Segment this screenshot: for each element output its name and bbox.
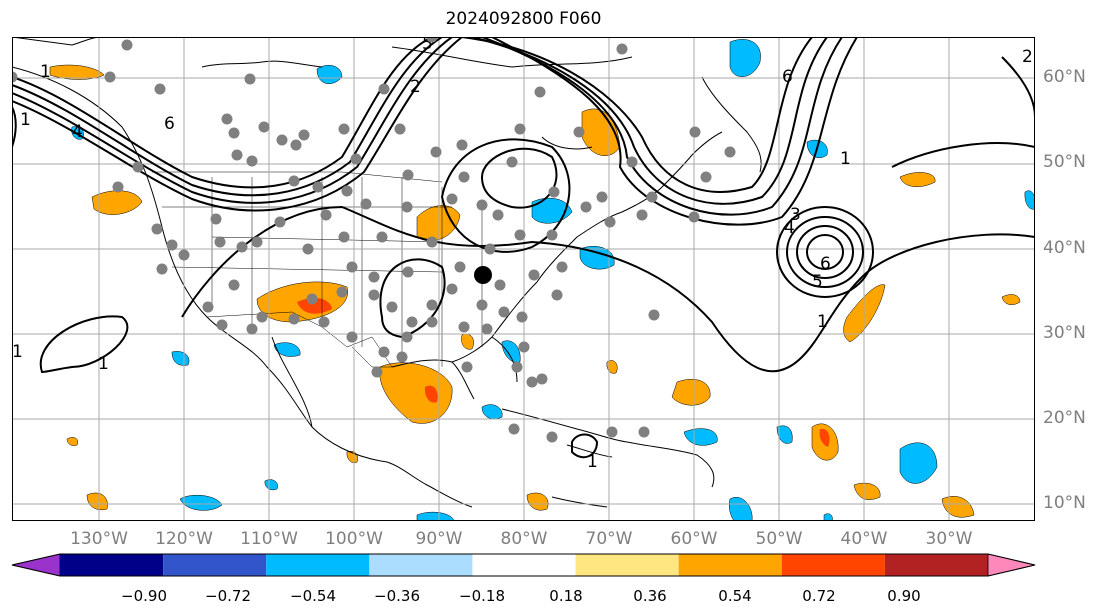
lon-label: 100°W [325, 529, 383, 549]
colorbar-segments [11, 553, 1036, 577]
lon-label: 50°W [755, 529, 803, 549]
lon-label: 90°W [415, 529, 463, 549]
weather-map: 6 2 1 1 4 1 3 4 5 6 1 2 1 5 1 6 1 [12, 37, 1035, 521]
lon-label: 120°W [155, 529, 213, 549]
contour-label: 1 [817, 312, 828, 332]
contour-label: 1 [587, 452, 598, 472]
colorbar-tick: 0.90 [887, 587, 921, 605]
highlight-marker [474, 266, 492, 284]
lon-label: 30°W [925, 529, 973, 549]
contour-label: 6 [820, 254, 831, 274]
lon-label: 40°W [840, 529, 888, 549]
map-title: 2024092800 F060 [445, 9, 602, 29]
colorbar-tick: −0.36 [374, 587, 420, 605]
contour-label: 1 [840, 149, 851, 169]
lat-label: 30°N [1043, 323, 1086, 343]
lat-label: 40°N [1043, 238, 1086, 258]
contour-label: 6 [164, 114, 175, 134]
shaded-anomalies [49, 39, 1035, 521]
station-markers [12, 37, 736, 443]
colorbar-segment [678, 554, 782, 576]
contour-label: 1 [40, 62, 51, 82]
colorbar-segment [163, 554, 267, 576]
contour-label: 3 [790, 205, 801, 225]
colorbar-segment [369, 554, 473, 576]
colorbar-tick: −0.18 [459, 587, 505, 605]
colorbar-tick: −0.54 [290, 587, 336, 605]
lon-label: 130°W [70, 529, 128, 549]
lat-label: 60°N [1043, 67, 1086, 87]
lon-label: 60°W [670, 529, 718, 549]
contour-label: 6 [782, 67, 793, 87]
coastlines [12, 37, 762, 508]
colorbar-tick: −0.72 [205, 587, 251, 605]
colorbar-segment [575, 554, 679, 576]
colorbar-extend-low [11, 553, 61, 577]
contour-label: 5 [812, 272, 823, 292]
lat-label: 50°N [1043, 152, 1086, 172]
contour-label: 2 [1022, 47, 1033, 67]
colorbar-tick: 0.54 [718, 587, 752, 605]
colorbar-extend-high [987, 553, 1036, 577]
lon-label: 70°W [585, 529, 633, 549]
lat-label: 10°N [1043, 493, 1086, 513]
lon-label: 110°W [240, 529, 298, 549]
contour-labels: 6 2 1 1 4 1 3 4 5 6 1 2 1 5 1 6 1 [12, 37, 1033, 472]
colorbar-segment [472, 554, 576, 576]
colorbar-tick: −0.90 [121, 587, 167, 605]
colorbar-tick: 0.36 [633, 587, 667, 605]
colorbar-tick: 0.72 [802, 587, 836, 605]
contour-label: 2 [410, 77, 421, 97]
contour-label: 1 [20, 110, 31, 130]
contour-label: 5 [422, 37, 433, 54]
colorbar-outline [11, 553, 1036, 577]
lat-label: 20°N [1043, 408, 1086, 428]
colorbar-segment [884, 554, 988, 576]
contour-label: 4 [784, 218, 795, 238]
colorbar-tick: 0.18 [549, 587, 583, 605]
contour-label: 1 [12, 342, 23, 362]
lon-label: 80°W [500, 529, 548, 549]
grid-lines [12, 37, 1035, 521]
colorbar-segment [60, 554, 164, 576]
contour-label: 1 [98, 354, 109, 374]
contour-label: 4 [72, 122, 83, 142]
colorbar-segment [266, 554, 370, 576]
colorbar-segment [781, 554, 885, 576]
colorbar [11, 553, 1036, 577]
